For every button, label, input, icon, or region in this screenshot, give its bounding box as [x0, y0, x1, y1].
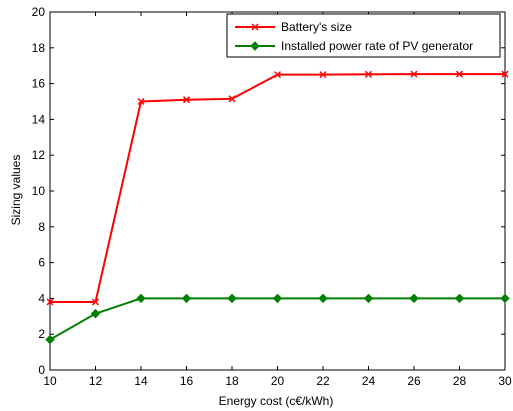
x-axis-ticks: 10 12 14 16 18 20 22 24 26 28 30 — [43, 12, 512, 388]
data-point — [319, 71, 327, 79]
y-tick-label: 8 — [38, 220, 45, 234]
series-1 — [46, 70, 509, 306]
plot-area — [49, 11, 506, 371]
data-point — [227, 293, 237, 304]
data-point — [410, 70, 418, 78]
y-axis-ticks: 0 2 4 6 8 10 12 14 16 18 20 — [32, 5, 505, 377]
legend: Battery's size Installed power rate of PV… — [226, 13, 501, 58]
data-point — [136, 293, 146, 304]
y-axis-label: Sizing values — [9, 155, 23, 226]
x-tick-label: 10 — [43, 374, 57, 388]
legend-box — [226, 13, 501, 58]
y-tick-label: 14 — [32, 112, 46, 126]
x-tick-label: 24 — [362, 374, 376, 388]
data-point — [91, 298, 100, 306]
data-point — [228, 95, 236, 103]
x-tick-label: 30 — [498, 374, 512, 388]
data-point — [272, 293, 283, 304]
legend-marker — [251, 23, 259, 31]
y-tick-label: 2 — [38, 327, 45, 341]
x-tick-label: 26 — [407, 374, 421, 388]
y-tick-label: 6 — [38, 256, 45, 270]
y-tick-label: 20 — [32, 5, 46, 19]
data-point — [181, 293, 192, 304]
y-tick-label: 18 — [32, 41, 46, 55]
data-point — [455, 70, 464, 78]
data-point — [90, 308, 101, 319]
data-point — [363, 293, 374, 304]
data-point — [46, 298, 54, 306]
plot-frame — [49, 11, 506, 371]
y-tick-label: 12 — [32, 148, 46, 162]
data-point — [501, 70, 509, 78]
x-tick-label: 16 — [180, 374, 194, 388]
series-2 — [45, 293, 510, 345]
data-point — [137, 97, 145, 106]
y-tick-label: 0 — [38, 363, 45, 377]
data-point — [318, 293, 328, 304]
data-point — [273, 71, 282, 79]
y-tick-label: 16 — [32, 77, 46, 91]
x-tick-label: 18 — [225, 374, 239, 388]
legend-marker — [250, 41, 260, 51]
x-tick-label: 14 — [134, 374, 148, 388]
x-tick-label: 22 — [316, 374, 330, 388]
y-tick-label: 4 — [38, 291, 45, 305]
x-axis-label: Energy cost (c€/kWh) — [219, 394, 334, 408]
x-tick-label: 20 — [271, 374, 285, 388]
series-layer — [45, 70, 510, 345]
data-point — [454, 293, 465, 304]
data-point — [182, 96, 191, 104]
data-point — [409, 293, 419, 304]
x-tick-label: 12 — [89, 374, 103, 388]
data-point — [500, 293, 510, 304]
legend-label: Battery's size — [281, 20, 352, 34]
y-tick-label: 10 — [32, 184, 46, 198]
data-point — [45, 334, 55, 345]
x-tick-label: 28 — [453, 374, 467, 388]
data-point — [364, 70, 373, 78]
legend-label: Installed power rate of PV generator — [281, 39, 473, 53]
